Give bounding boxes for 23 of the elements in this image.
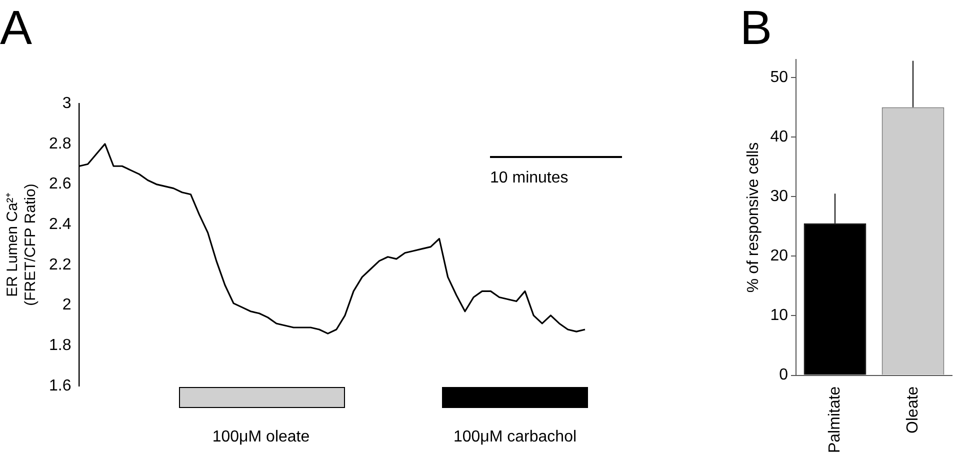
y-tick-label: 50 <box>770 68 788 86</box>
y-axis-title: ER Lumen Ca²⁺ (FRET/CFP Ratio) <box>4 184 40 306</box>
x-tick-label: Oleate <box>904 386 922 434</box>
y-tick-label: 2.4 <box>48 216 72 234</box>
chart-title: A <box>0 2 32 56</box>
y-tick-label: 10 <box>770 307 788 324</box>
text: 100μM carbachol <box>453 428 577 446</box>
y-tick-label: 3 <box>62 95 72 112</box>
y-tick-label: 40 <box>770 128 788 146</box>
y-tick-label: 0 <box>779 366 788 384</box>
annotation: 10 minutes <box>490 169 568 186</box>
y-tick-label: 30 <box>770 188 788 206</box>
y-tick-label: 1.8 <box>48 337 72 354</box>
chart-title: B <box>740 2 772 56</box>
y-tick-label: 2.8 <box>48 135 72 152</box>
text: 100μM oleate <box>212 428 310 446</box>
y-axis-title: % of responsive cells <box>745 142 762 293</box>
y-tick-label: 20 <box>770 248 788 265</box>
y-tick-label: 2 <box>62 296 72 314</box>
x-tick-label: Palmitate <box>826 386 844 454</box>
y-tick-label: 2.6 <box>48 176 72 193</box>
y-tick-label: 2.2 <box>48 256 72 274</box>
y-tick-label: 1.6 <box>48 377 72 394</box>
